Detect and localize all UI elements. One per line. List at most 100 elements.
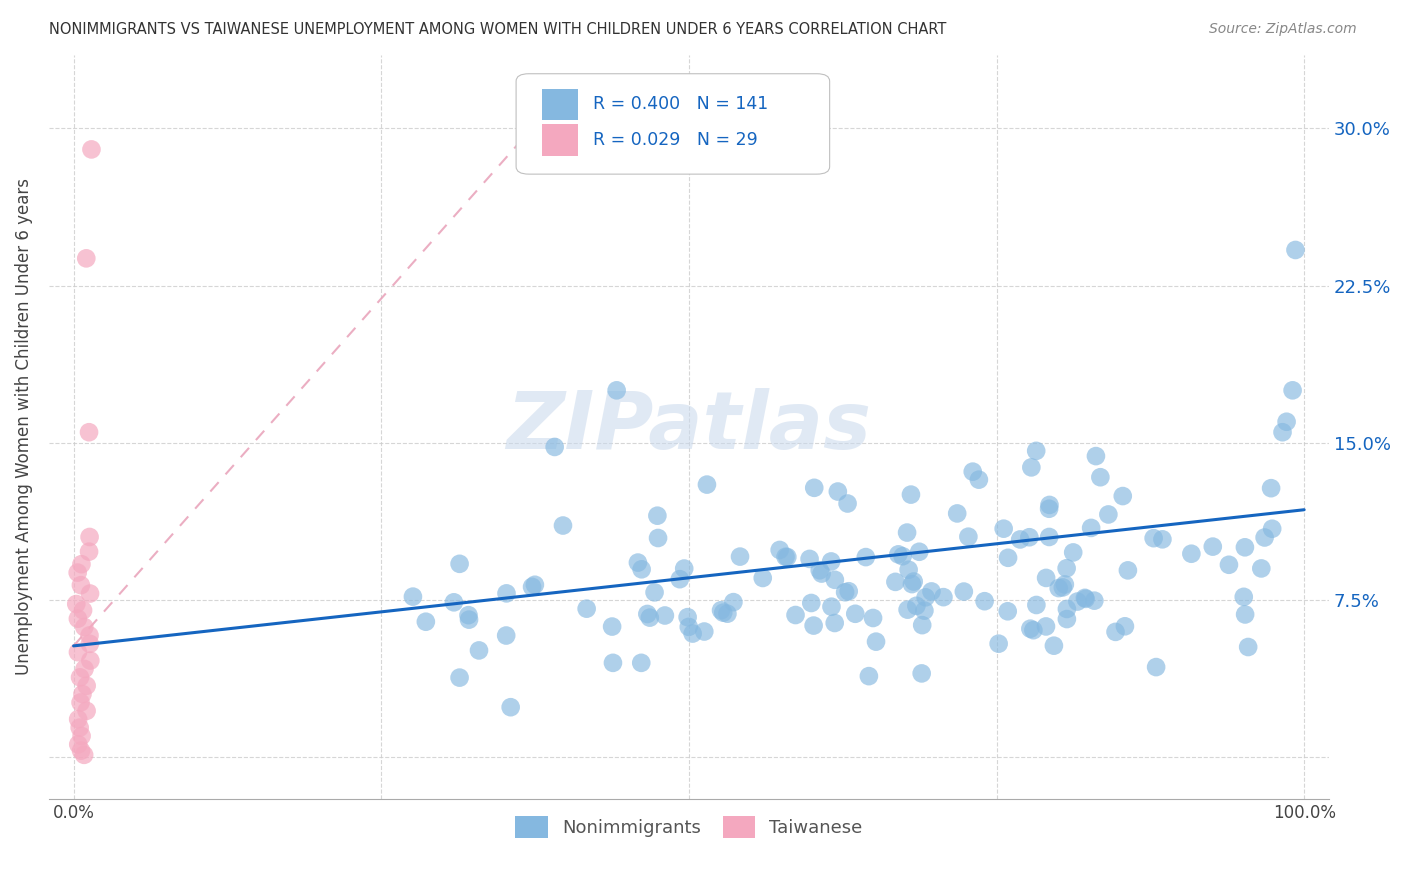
Point <box>914 591 936 605</box>
Point <box>896 525 918 540</box>
Point <box>1056 602 1078 616</box>
Point <box>844 607 866 621</box>
Point <box>953 584 976 599</box>
Point <box>799 552 821 566</box>
Point <box>912 604 935 618</box>
Point <box>1112 489 1135 503</box>
Point <box>1074 591 1097 606</box>
Point <box>957 530 980 544</box>
Point <box>1237 640 1260 654</box>
Point <box>1035 571 1057 585</box>
Point <box>75 252 97 266</box>
Point <box>457 608 479 623</box>
Point <box>70 744 93 758</box>
Point <box>682 626 704 640</box>
Text: ZIPatlas: ZIPatlas <box>506 388 872 466</box>
Point <box>1284 243 1306 257</box>
Point <box>962 465 984 479</box>
Point <box>1038 498 1060 512</box>
Point <box>676 610 699 624</box>
Point <box>1043 639 1066 653</box>
Point <box>887 547 910 561</box>
Point <box>638 610 661 624</box>
Point <box>1018 530 1040 544</box>
Point <box>1233 590 1256 604</box>
Point <box>1234 607 1257 622</box>
Point <box>72 687 94 701</box>
Point <box>69 721 91 735</box>
Point <box>1056 561 1078 575</box>
Point <box>785 607 807 622</box>
Point <box>449 671 471 685</box>
Point <box>77 544 100 558</box>
Point <box>921 584 943 599</box>
Point <box>1281 384 1303 398</box>
Point <box>72 603 94 617</box>
Point <box>647 531 669 545</box>
Point <box>66 645 89 659</box>
Point <box>79 628 101 642</box>
Point <box>967 473 990 487</box>
Point <box>911 618 934 632</box>
Point <box>696 477 718 491</box>
Point <box>693 624 716 639</box>
Point <box>900 487 922 501</box>
Point <box>1250 561 1272 575</box>
Point <box>1083 593 1105 607</box>
Point <box>897 563 920 577</box>
Point <box>838 584 860 599</box>
Point <box>1066 594 1088 608</box>
Point <box>79 637 101 651</box>
Text: R = 0.400   N = 141: R = 0.400 N = 141 <box>593 95 768 113</box>
FancyBboxPatch shape <box>516 74 830 174</box>
Point <box>1116 563 1139 577</box>
Point <box>716 607 738 621</box>
Point <box>1097 508 1119 522</box>
Point <box>1019 622 1042 636</box>
Point <box>987 637 1010 651</box>
Point <box>1114 619 1136 633</box>
Point <box>73 662 96 676</box>
Point <box>636 607 658 621</box>
Point <box>993 522 1015 536</box>
Point <box>1074 591 1097 605</box>
Point <box>644 585 666 599</box>
Point <box>1056 612 1078 626</box>
Point <box>654 608 676 623</box>
Point <box>69 670 91 684</box>
Point <box>884 574 907 589</box>
Point <box>1144 660 1167 674</box>
Point <box>495 586 517 600</box>
Point <box>1025 443 1047 458</box>
Point <box>66 566 89 580</box>
Point <box>443 595 465 609</box>
Point <box>70 578 93 592</box>
Point <box>1233 541 1256 555</box>
Point <box>903 574 925 589</box>
Point <box>1104 624 1126 639</box>
Point <box>751 571 773 585</box>
Point <box>1152 533 1174 547</box>
Point <box>908 545 931 559</box>
Point <box>1022 624 1045 638</box>
Point <box>1053 577 1076 591</box>
Point <box>728 549 751 564</box>
Point <box>66 612 89 626</box>
Point <box>1080 521 1102 535</box>
Point <box>678 620 700 634</box>
Point <box>1084 449 1107 463</box>
Point <box>1180 547 1202 561</box>
Point <box>551 518 574 533</box>
Point <box>997 604 1019 618</box>
Point <box>602 656 624 670</box>
Point <box>803 481 825 495</box>
Point <box>1010 533 1032 547</box>
Point <box>415 615 437 629</box>
Point <box>946 507 969 521</box>
Point <box>862 611 884 625</box>
Point <box>901 577 924 591</box>
Point <box>820 599 842 614</box>
Point <box>1202 540 1225 554</box>
Point <box>858 669 880 683</box>
Y-axis label: Unemployment Among Women with Children Under 6 years: Unemployment Among Women with Children U… <box>15 178 32 675</box>
